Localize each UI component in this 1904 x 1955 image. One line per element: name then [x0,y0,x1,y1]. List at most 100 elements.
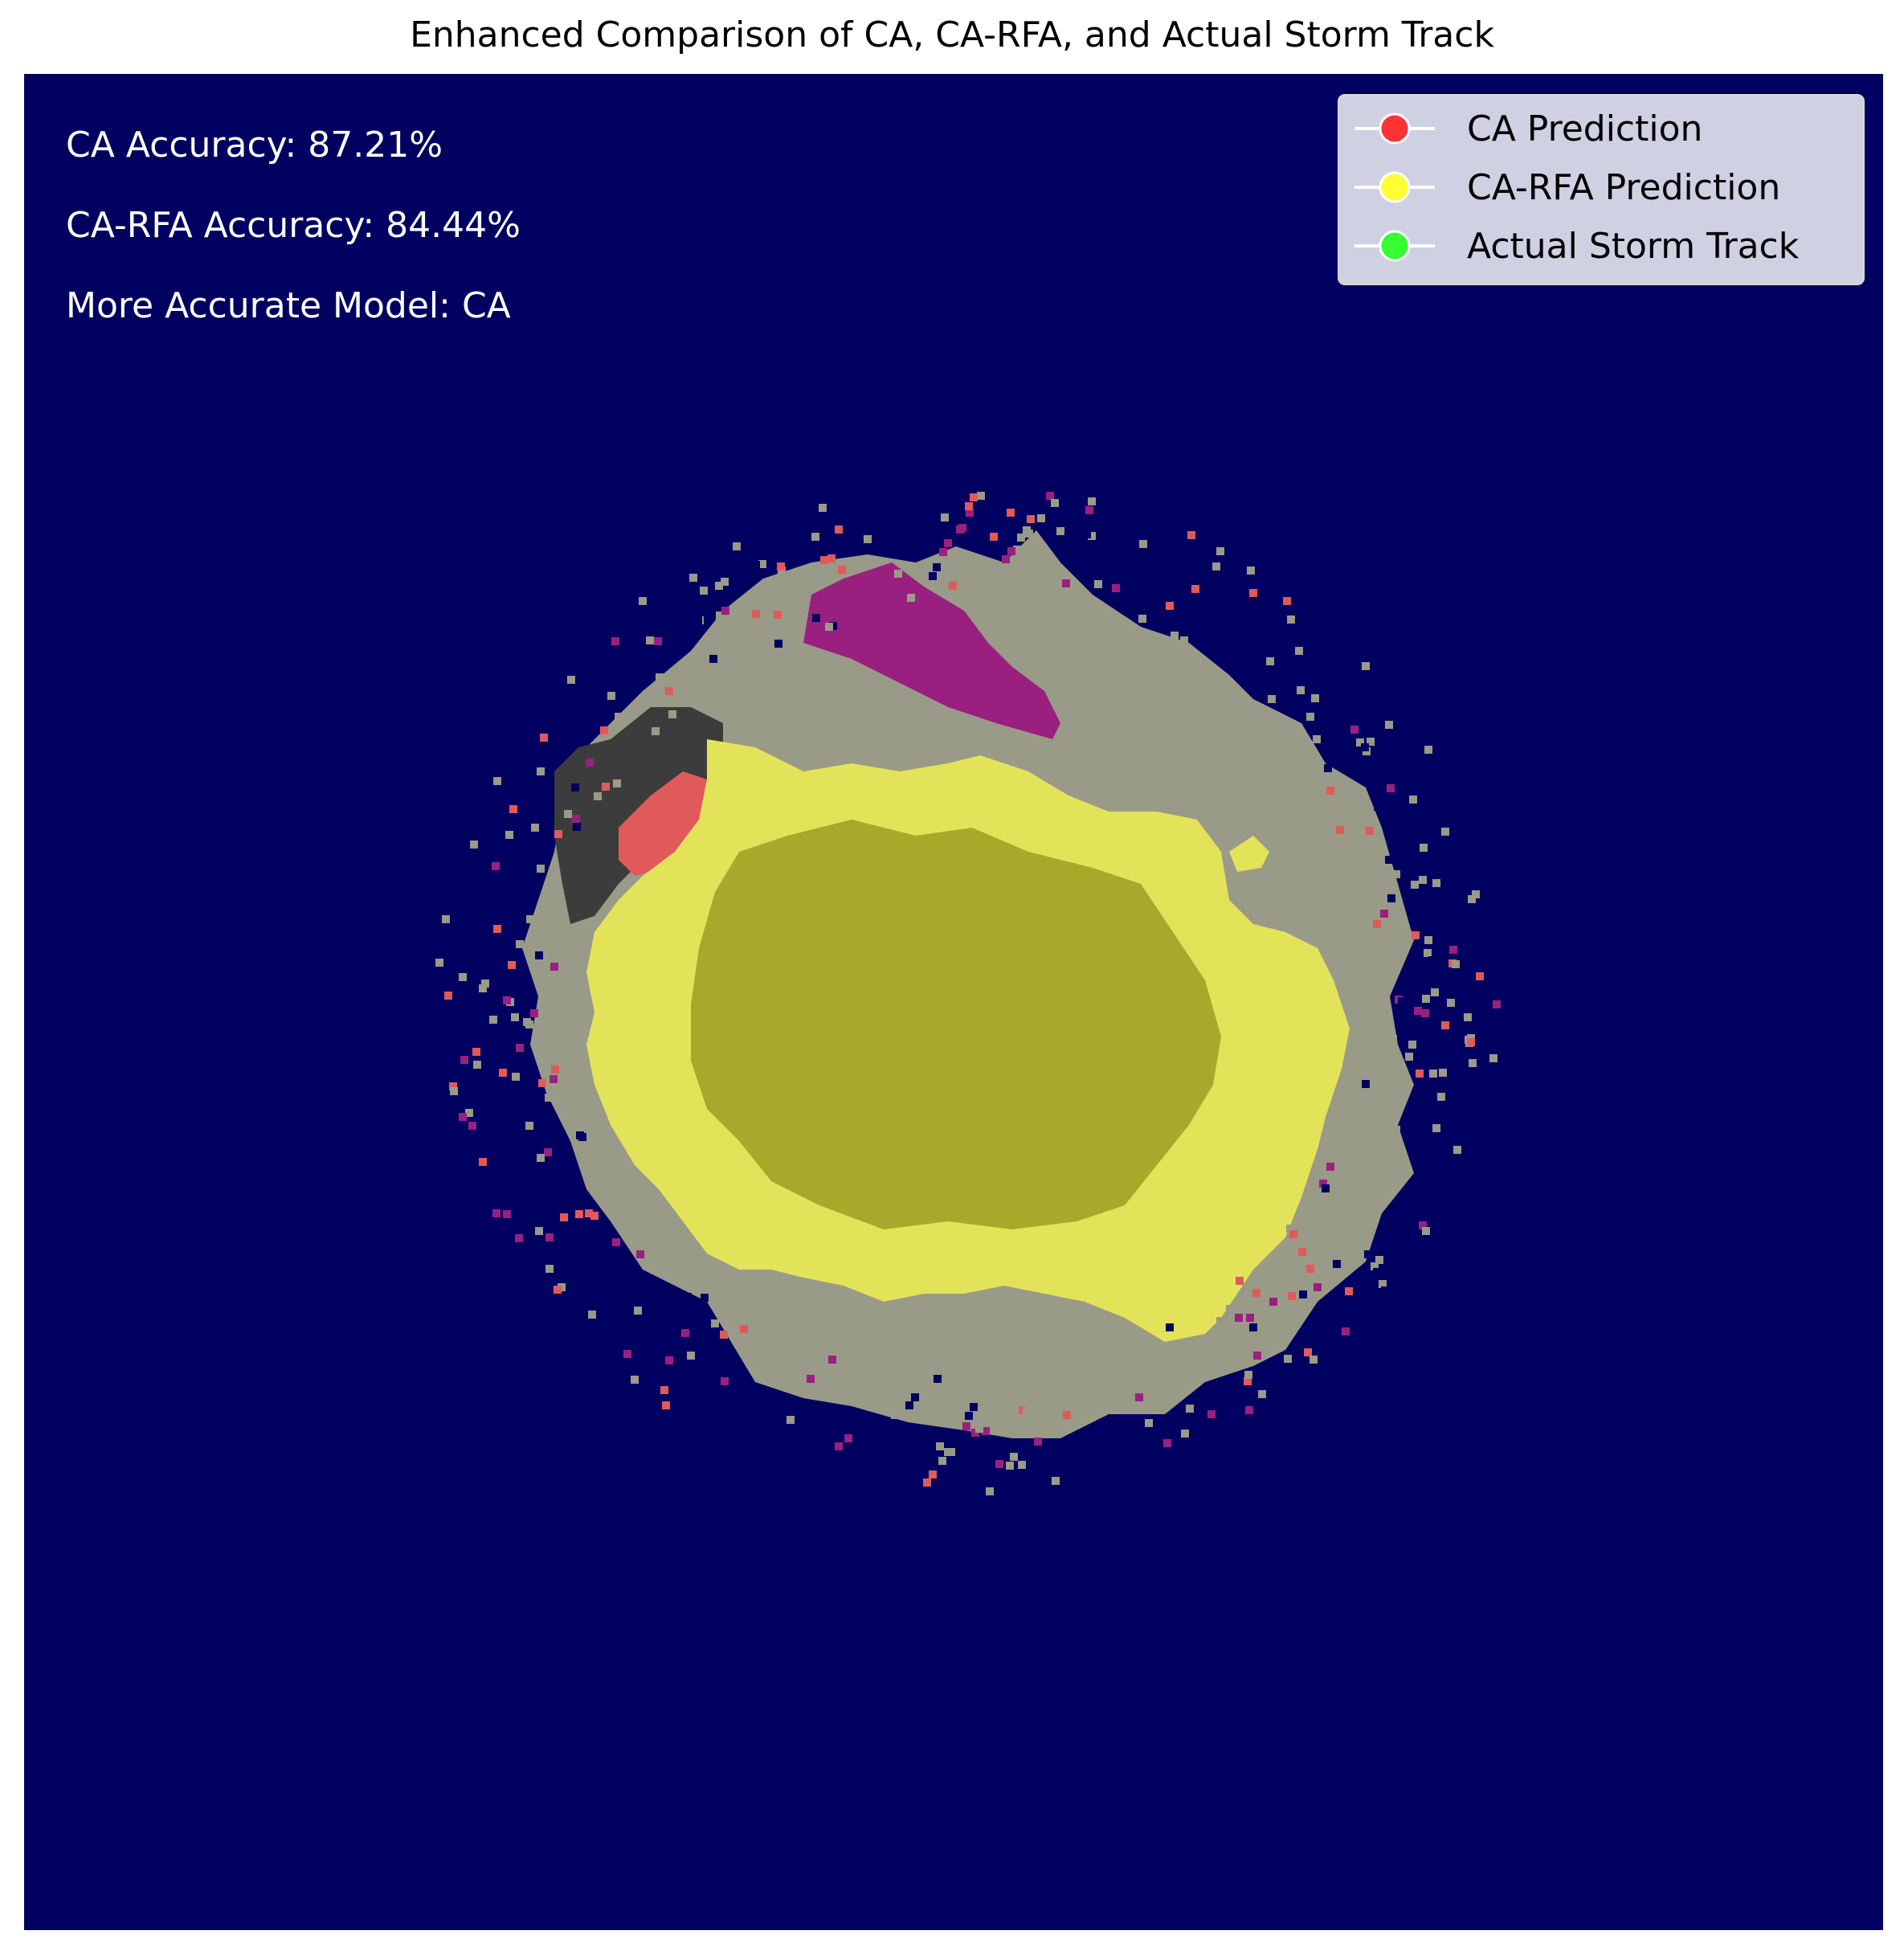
heatmap-cell [1286,1225,1294,1233]
heatmap-cell [1403,792,1412,800]
heatmap-cell [1364,1250,1372,1258]
heatmap-cell [1244,1371,1252,1379]
heatmap-cell [1034,1438,1042,1446]
heatmap-cell [1328,795,1336,803]
heatmap-cell [1419,1221,1427,1229]
heatmap-cell [1191,585,1199,593]
heatmap-cell [435,959,443,967]
heatmap-cell [1453,1146,1461,1154]
heatmap-cell [1336,1172,1344,1180]
heatmap-cell [1299,1290,1307,1299]
heatmap-cell [1088,497,1096,505]
scattered-cells [435,492,1501,1495]
legend-label-ca: CA Prediction [1467,108,1702,149]
heatmap-cell [1295,647,1303,655]
heatmap-cell [1441,1021,1449,1029]
heatmap-cell [590,1212,599,1220]
heatmap-cell [450,1087,458,1095]
heatmap-cell [493,925,501,933]
heatmap-cell [479,984,487,992]
heatmap-cell [1142,1428,1150,1436]
heatmap-cell [567,676,575,684]
heatmap-cell [585,1209,593,1217]
heatmap-cell [535,951,543,959]
heatmap-cell [1326,787,1334,795]
heatmap-cell [1303,755,1311,763]
heatmap-cell [1268,695,1276,703]
heatmap-cell [623,1350,631,1358]
heatmap-cell [631,1376,639,1384]
heatmap-cell [564,810,572,818]
heatmap-cell [1288,1292,1296,1300]
heatmap-cell [1462,951,1470,959]
heatmap-cell [933,563,941,571]
heatmap-cell [1416,1070,1424,1078]
heatmap-cell [511,1013,519,1021]
heatmap-cell [639,597,647,605]
heatmap-cell [1288,1278,1296,1286]
heatmap-cell [1242,1295,1250,1303]
heatmap-cell [538,1079,546,1087]
heatmap-cell [1380,910,1388,918]
heatmap-cell [1310,1328,1318,1336]
heatmap-cell [1180,636,1188,644]
heatmap-cell [525,1122,533,1130]
heatmap-cell [1003,562,1011,570]
heatmap-cell [838,566,846,574]
heatmap-cell [634,1307,642,1315]
heatmap-cell [636,1250,644,1258]
heatmap-cell [976,1389,984,1397]
heatmap-cell [1108,611,1116,619]
heatmap-cell [1432,879,1440,887]
heatmap-cell [1379,1280,1387,1288]
heatmap-cell [1252,1289,1260,1297]
heatmap-cell [646,636,654,644]
heatmap-cell [958,524,966,532]
heatmap-cell [1467,1038,1475,1046]
heatmap-cell [1083,530,1091,538]
heatmap-cell [900,1462,908,1470]
heatmap-cell [1145,1419,1153,1427]
heatmap-cell [530,1067,538,1075]
heatmap-cell [891,1411,899,1419]
heatmap-cell [572,815,580,823]
heatmap-cell [1028,565,1036,573]
heatmap-cell [816,1356,824,1364]
heatmap-cell [1236,1277,1244,1285]
heatmap-cell [1052,1477,1060,1485]
heatmap-cell [612,1238,620,1246]
heatmap-cell [1361,1245,1369,1253]
heatmap-cell [1283,597,1291,605]
heatmap-cell [553,1003,561,1011]
ca-rfa-bump-right [1229,836,1269,872]
heatmap-cell [1027,515,1035,523]
heatmap-cell [1002,555,1010,563]
heatmap-cell [509,805,517,813]
heatmap-cell [911,1393,919,1401]
heatmap-cell [1041,602,1049,610]
legend-marker-ca [1379,112,1411,145]
heatmap-cell [905,1401,913,1409]
heatmap-cell [1313,735,1321,743]
heatmap-cell [586,759,594,767]
heatmap-cell [489,1016,497,1024]
heatmap-cell [1336,826,1344,834]
heatmap-cell [1429,1070,1437,1078]
heatmap-layers [435,492,1501,1495]
heatmap-cell [600,726,608,734]
heatmap-cell [481,980,489,988]
heatmap-cell [944,1448,952,1456]
heatmap-cell [1381,1286,1389,1294]
heatmap-cell [687,1352,695,1360]
heatmap-cell [479,1158,487,1166]
heatmap-cell [700,587,708,595]
heatmap-cell [740,1325,748,1333]
heatmap-cell [681,1329,689,1337]
heatmap-cell [1306,1265,1314,1273]
heatmap-cell [820,556,828,564]
ca-accuracy-annotation: CA Accuracy: 87.21% [66,125,443,166]
heatmap-cell [1409,795,1417,804]
heatmap-cell [460,1056,468,1064]
legend-box [1338,94,1865,285]
